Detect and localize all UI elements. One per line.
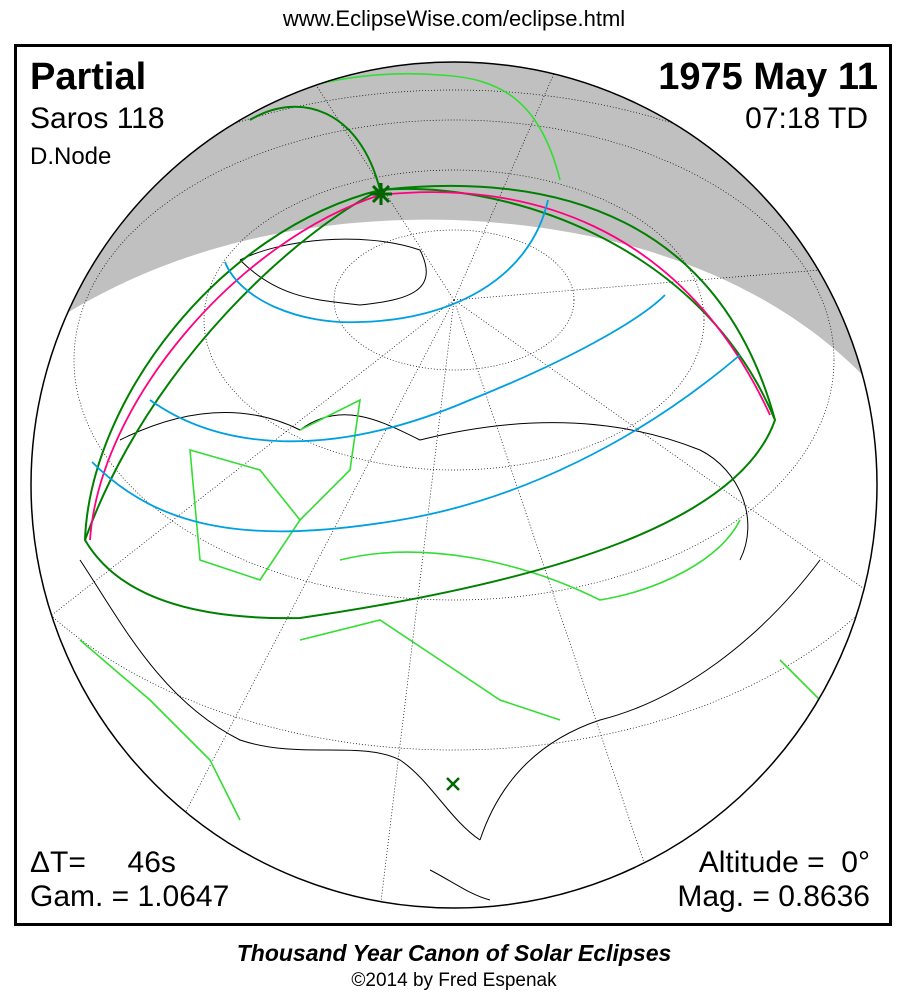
globe-outline: [30, 61, 878, 909]
eclipse-time: 07:18 TD: [745, 102, 868, 135]
magnitude-contours: [91, 199, 741, 533]
political-borders: [79, 73, 851, 821]
node: D.Node: [30, 143, 112, 170]
sunrise-curve: [84, 105, 776, 541]
gamma: Gam. = 1.0647: [30, 880, 230, 913]
graticule: [31, 62, 877, 908]
star-icon: [370, 183, 392, 205]
copyright: ©2014 by Fred Espenak: [351, 970, 557, 991]
saros-number: Saros 118: [30, 102, 165, 135]
canon-title: Thousand Year Canon of Solar Eclipses: [236, 940, 672, 966]
magnitude: Mag. = 0.8636: [677, 880, 870, 913]
delta-t: ΔT= 46s: [30, 846, 176, 879]
penumbral-limit: [83, 184, 777, 620]
eclipse-date: 1975 May 11: [658, 56, 878, 98]
x-icon: [446, 777, 460, 791]
altitude: Altitude = 0°: [698, 846, 870, 879]
eclipse-type: Partial: [30, 56, 147, 98]
map-frame: [14, 44, 892, 926]
coastlines: [79, 238, 821, 901]
source-url: www.EclipseWise.com/eclipse.html: [282, 6, 626, 31]
